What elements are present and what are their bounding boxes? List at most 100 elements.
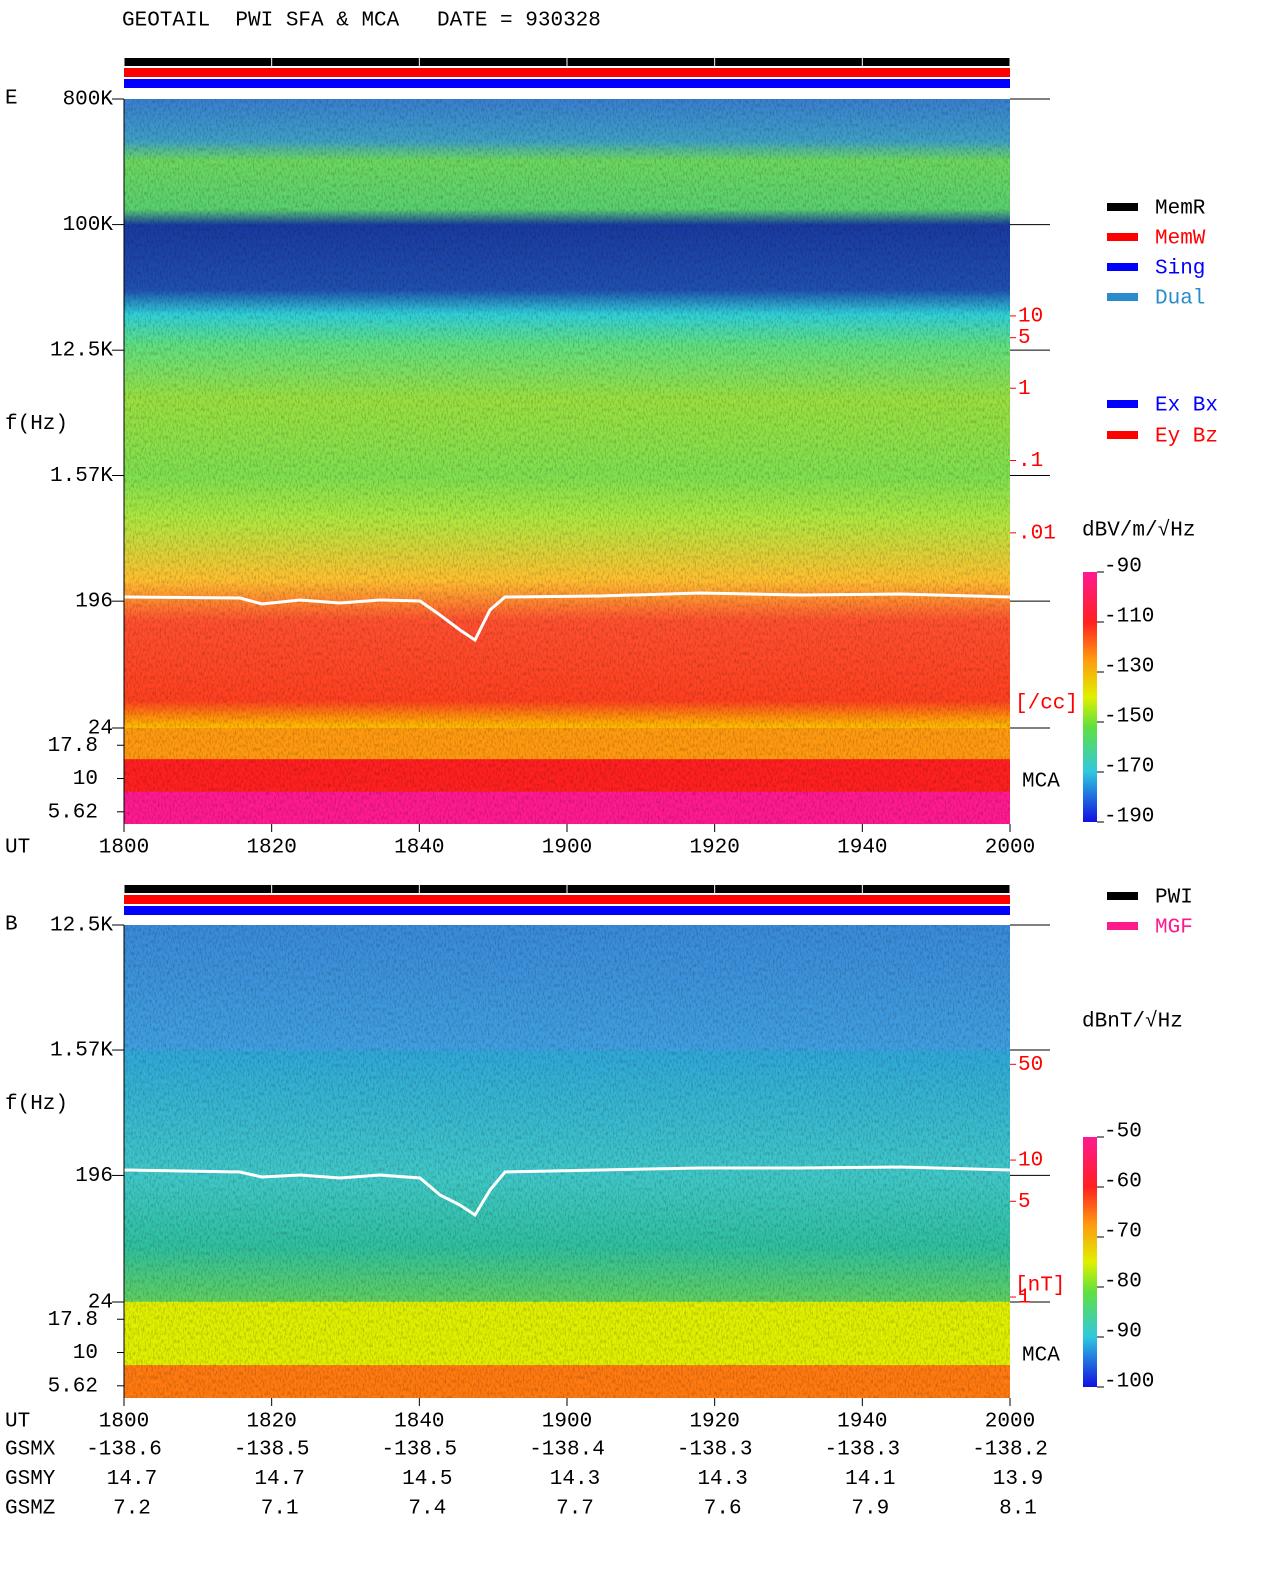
orbit-value: 14.7 bbox=[107, 1468, 157, 1491]
orbit-value: 13.9 bbox=[993, 1468, 1043, 1491]
cyclotron-line bbox=[123, 591, 1011, 643]
orbit-value: 14.3 bbox=[697, 1468, 747, 1491]
legend-swatch bbox=[1107, 263, 1138, 271]
mca-tick-label: 5.62 bbox=[48, 1375, 98, 1398]
orbit-value: 7.1 bbox=[261, 1498, 299, 1521]
colorbar-tick-label: -80 bbox=[1104, 1271, 1142, 1294]
y-tick-label: 196 bbox=[75, 1165, 113, 1188]
orbit-value: 8.1 bbox=[999, 1498, 1037, 1521]
y-tick-label: 12.5K bbox=[50, 915, 113, 938]
legend-swatch bbox=[1107, 400, 1138, 408]
legend-label: MemR bbox=[1155, 198, 1206, 221]
colorbar bbox=[1083, 1137, 1097, 1387]
density-tick-label: 10 bbox=[1018, 305, 1043, 328]
y-tick-label: 24 bbox=[88, 718, 113, 741]
density-tick-label: .1 bbox=[1018, 450, 1043, 473]
title: GEOTAIL PWI SFA & MCA DATE = 930328 bbox=[122, 10, 601, 33]
y-axis-label: f(Hz) bbox=[5, 1093, 68, 1116]
colorbar bbox=[1083, 572, 1097, 822]
legend-label: Ey Bz bbox=[1155, 426, 1218, 449]
legend-label: MGF bbox=[1155, 917, 1193, 940]
spectrogram-texture bbox=[124, 99, 1010, 824]
x-tick-label: 1800 bbox=[99, 1411, 149, 1434]
orbit-value: -138.6 bbox=[86, 1439, 162, 1462]
panel-label: B bbox=[5, 914, 18, 937]
colorbar-tick-label: -50 bbox=[1104, 1121, 1142, 1144]
density-tick-label: 1 bbox=[1018, 1287, 1031, 1310]
mca-label: MCA bbox=[1022, 771, 1060, 794]
mca-tick-label: 17.8 bbox=[48, 1309, 98, 1332]
density-tick-label: 1 bbox=[1018, 378, 1031, 401]
legend-swatch bbox=[1107, 892, 1138, 900]
orbit-row-label: GSMY bbox=[5, 1468, 56, 1491]
colorbar-tick-label: -110 bbox=[1104, 606, 1154, 629]
orbit-value: 7.4 bbox=[408, 1498, 446, 1521]
status-bar bbox=[124, 68, 1010, 77]
x-tick-label: 2000 bbox=[985, 1411, 1035, 1434]
colorbar-tick-label: -90 bbox=[1104, 556, 1142, 579]
density-tick-label: 10 bbox=[1018, 1150, 1043, 1173]
orbit-value: -138.2 bbox=[972, 1439, 1048, 1462]
y-tick-label: 100K bbox=[63, 214, 114, 237]
legend-label: MemW bbox=[1155, 228, 1206, 251]
x-axis-label: UT bbox=[5, 1411, 30, 1434]
mca-label: MCA bbox=[1022, 1345, 1060, 1368]
orbit-value: -138.4 bbox=[529, 1439, 605, 1462]
x-tick-label: 1800 bbox=[99, 837, 149, 860]
colorbar-label: dBV/m/√Hz bbox=[1082, 519, 1195, 543]
orbit-value: 7.2 bbox=[113, 1498, 151, 1521]
x-tick-label: 1920 bbox=[689, 1411, 739, 1434]
orbit-row-label: GSMX bbox=[5, 1439, 56, 1462]
orbit-value: -138.5 bbox=[382, 1439, 458, 1462]
orbit-value: 14.7 bbox=[254, 1468, 304, 1491]
legend-swatch bbox=[1107, 293, 1138, 301]
mca-tick-label: 17.8 bbox=[48, 735, 98, 758]
spectrogram-texture bbox=[124, 925, 1010, 1398]
y-tick-label: 1.57K bbox=[50, 1040, 113, 1063]
y-tick-label: 196 bbox=[75, 591, 113, 614]
legend-label: PWI bbox=[1155, 887, 1193, 910]
orbit-value: 7.6 bbox=[704, 1498, 742, 1521]
x-tick-label: 1920 bbox=[689, 837, 739, 860]
density-tick-label: 5 bbox=[1018, 1191, 1031, 1214]
orbit-value: 7.9 bbox=[851, 1498, 889, 1521]
orbit-value: 14.3 bbox=[550, 1468, 600, 1491]
mca-tick-label: 10 bbox=[73, 1342, 98, 1365]
legend-swatch bbox=[1107, 203, 1138, 211]
status-bar bbox=[124, 79, 1010, 88]
cyclotron-line bbox=[123, 1165, 1011, 1218]
status-bar bbox=[124, 906, 1010, 915]
x-tick-label: 1820 bbox=[246, 837, 296, 860]
y-tick-label: 800K bbox=[63, 89, 114, 112]
y-tick-label: 12.5K bbox=[50, 340, 113, 363]
x-tick-label: 1900 bbox=[542, 837, 592, 860]
colorbar-tick-label: -190 bbox=[1104, 806, 1154, 829]
density-tick-label: 5 bbox=[1018, 327, 1031, 350]
colorbar-tick-label: -70 bbox=[1104, 1221, 1142, 1244]
legend-label: Ex Bx bbox=[1155, 395, 1218, 418]
x-tick-label: 1840 bbox=[394, 837, 444, 860]
density-tick-label: 50 bbox=[1018, 1054, 1043, 1077]
orbit-value: -138.5 bbox=[234, 1439, 310, 1462]
y-tick-label: 24 bbox=[88, 1292, 113, 1315]
legend-label: Dual bbox=[1155, 288, 1205, 311]
x-tick-label: 1940 bbox=[837, 837, 887, 860]
density-unit: [nT] bbox=[1015, 1275, 1065, 1298]
legend-swatch bbox=[1107, 431, 1138, 439]
panel-label: E bbox=[5, 88, 18, 111]
x-tick-label: 1900 bbox=[542, 1411, 592, 1434]
legend-label: Sing bbox=[1155, 258, 1205, 281]
status-bar bbox=[124, 895, 1010, 904]
x-tick-label: 2000 bbox=[985, 837, 1035, 860]
x-tick-label: 1840 bbox=[394, 1411, 444, 1434]
legend-swatch bbox=[1107, 922, 1138, 930]
orbit-value: -138.3 bbox=[677, 1439, 753, 1462]
colorbar-tick-label: -60 bbox=[1104, 1171, 1142, 1194]
colorbar-tick-label: -150 bbox=[1104, 706, 1154, 729]
orbit-value: 14.5 bbox=[402, 1468, 452, 1491]
x-axis-label: UT bbox=[5, 837, 30, 860]
x-tick-label: 1820 bbox=[246, 1411, 296, 1434]
colorbar-tick-label: -100 bbox=[1104, 1371, 1154, 1394]
density-tick-label: .01 bbox=[1018, 522, 1056, 545]
